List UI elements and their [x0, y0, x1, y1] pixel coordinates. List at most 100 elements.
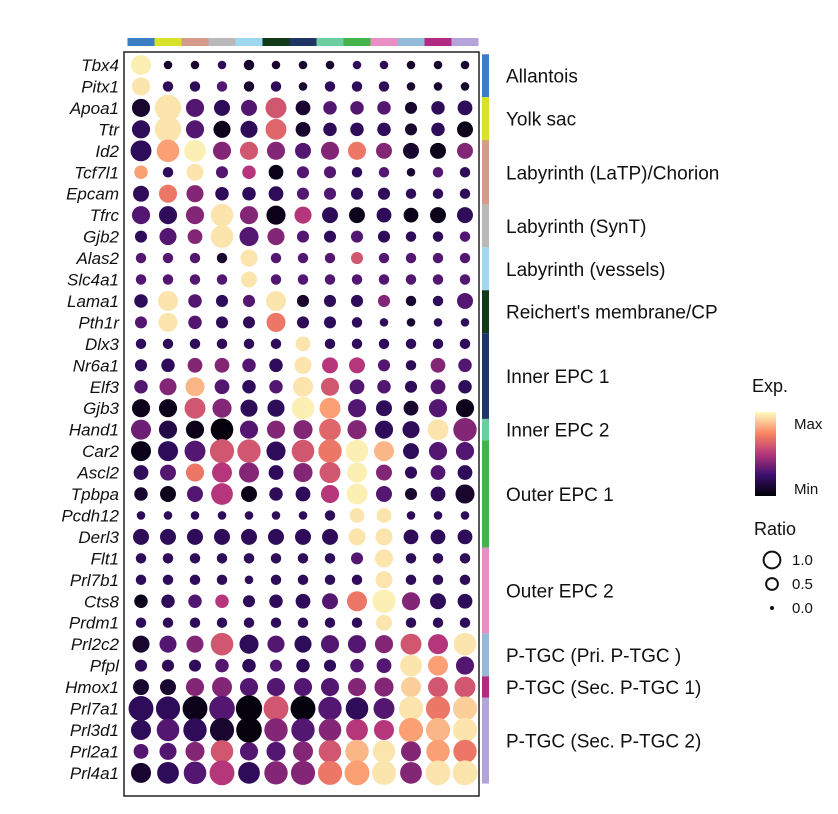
dot-Prl2a1-c7 — [292, 741, 314, 762]
dot-Prl7a1-c11 — [398, 696, 424, 721]
dot-Prl7a1-c1 — [128, 696, 154, 721]
dot-Gjb2-c9 — [350, 230, 364, 243]
dot-Tbx4-c9 — [352, 60, 362, 70]
dot-Prl2c2-c3 — [186, 635, 204, 653]
dot-Pfpl-c2 — [161, 659, 175, 672]
dot-Prl3d1-c12 — [425, 717, 451, 743]
group-color-7 — [482, 333, 489, 419]
dot-Gjb2-c4 — [210, 225, 234, 248]
dot-Tcf7l1-c12 — [432, 167, 444, 178]
dot-Prl4a1-c1 — [130, 762, 152, 783]
dot-Tpbpa-c1 — [134, 487, 148, 501]
dot-Epcam-c12 — [432, 188, 444, 199]
ratio-legend-label: 0.5 — [792, 576, 813, 593]
plot-frame — [123, 51, 480, 797]
gene-label: Epcam — [66, 185, 119, 204]
dot-Apoa1-c11 — [404, 101, 418, 114]
dot-Pth1r-c8 — [323, 316, 337, 329]
dot-Epcam-c13 — [459, 188, 471, 199]
dot-Prl7a1-c5 — [235, 695, 263, 722]
dot-Prl4a1-c7 — [290, 760, 316, 785]
ratio-legend: Ratio 1.0 0.5 0.0 — [754, 519, 813, 617]
dot-Tcf7l1-c3 — [186, 163, 204, 181]
group-color-1 — [482, 54, 489, 98]
dot-Prl2c2-c10 — [374, 635, 394, 654]
dot-Lama1-c10 — [377, 294, 391, 307]
dot-Elf3-c12 — [430, 379, 446, 395]
dot-Prl4a1-c10 — [371, 760, 397, 785]
group-label: Inner EPC 1 — [506, 367, 610, 388]
dot-Tcf7l1-c7 — [296, 166, 310, 179]
dot-Elf3-c4 — [214, 379, 230, 395]
dot-Dlx3-c1 — [135, 338, 147, 350]
cluster-color-11 — [397, 38, 425, 46]
dot-Pcdh12-c8 — [324, 510, 336, 521]
gene-label: Prl7a1 — [70, 700, 119, 719]
dot-Cts8-c6 — [269, 594, 283, 608]
dot-Pcdh12-c10 — [376, 508, 392, 523]
dot-Tbx4-c10 — [379, 60, 389, 70]
dot-Tpbpa-c5 — [241, 486, 257, 502]
cluster-color-bar — [127, 38, 479, 46]
dot-Hmox1-c5 — [239, 677, 259, 697]
group-label: Allantois — [506, 67, 578, 88]
gene-label: Prdm1 — [69, 614, 119, 633]
dot-Hmox1-c8 — [320, 677, 340, 697]
dot-Prl2c2-c13 — [453, 632, 477, 656]
dot-Flt1-c12 — [432, 553, 444, 564]
dot-Car2-c10 — [373, 441, 395, 462]
dot-Cts8-c10 — [372, 589, 396, 613]
dot-Tbx4-c4 — [217, 60, 227, 70]
ratio-legend-dot — [762, 550, 782, 570]
dot-Flt1-c10 — [374, 549, 394, 568]
dot-Prl7b1-c1 — [135, 574, 147, 586]
dot-Gjb2-c1 — [134, 230, 148, 243]
dot-Slc4a1-c6 — [270, 274, 282, 285]
dot-Slc4a1-c8 — [324, 274, 336, 285]
dot-Cts8-c1 — [134, 594, 148, 608]
dot-Prdm1-c10 — [376, 614, 392, 631]
dot-Ascl2-c3 — [185, 463, 205, 482]
dot-Cts8-c9 — [346, 591, 368, 612]
dot-Pfpl-c12 — [427, 655, 449, 676]
dot-Hand1-c5 — [239, 420, 259, 439]
dot-Prl3d1-c9 — [346, 719, 368, 741]
dot-Flt1-c4 — [216, 553, 228, 564]
dot-Prl4a1-c12 — [425, 760, 451, 786]
dot-Ttr-c5 — [240, 120, 258, 138]
dot-Hmox1-c11 — [400, 677, 422, 698]
dot-Tfrc-c4 — [210, 203, 234, 227]
cluster-color-9 — [343, 38, 371, 46]
dot-Pfpl-c8 — [323, 659, 337, 672]
dot-Nr6a1-c11 — [405, 360, 417, 371]
dot-Pth1r-c5 — [242, 316, 256, 329]
dot-Prl3d1-c4 — [209, 717, 235, 743]
dot-Pitx1-c1 — [131, 77, 151, 96]
gene-label: Tcf7l1 — [74, 163, 119, 182]
dot-Ascl2-c11 — [404, 466, 418, 479]
dot-Id2-c9 — [347, 141, 367, 160]
dot-Dlx3-c5 — [243, 338, 255, 350]
dot-Flt1-c6 — [270, 553, 282, 564]
gene-label: Elf3 — [90, 378, 120, 397]
dot-Pitx1-c5 — [243, 81, 255, 92]
dot-Alas2-c8 — [324, 252, 336, 264]
dot-Tfrc-c2 — [158, 206, 178, 225]
dot-Cts8-c8 — [322, 593, 338, 610]
dot-Tfrc-c6 — [266, 205, 286, 225]
group-label: Labyrinth (SynT) — [506, 217, 646, 238]
dot-Gjb3-c5 — [240, 399, 258, 417]
dot-Tpbpa-c10 — [376, 486, 392, 502]
gene-label: Tfrc — [90, 206, 120, 225]
dot-Prl3d1-c8 — [318, 718, 342, 742]
dot-Cts8-c7 — [295, 593, 311, 609]
gene-label: Hand1 — [69, 421, 119, 440]
dot-Pitx1-c13 — [460, 82, 470, 91]
dot-Derl3-c11 — [403, 529, 419, 545]
dot-Prdm1-c9 — [351, 617, 363, 628]
cluster-color-7 — [289, 38, 317, 46]
dot-Pfpl-c11 — [400, 654, 422, 677]
dot-Prl7b1-c12 — [432, 574, 444, 586]
gene-label: Lama1 — [67, 292, 119, 311]
dot-Ascl2-c4 — [211, 462, 233, 483]
